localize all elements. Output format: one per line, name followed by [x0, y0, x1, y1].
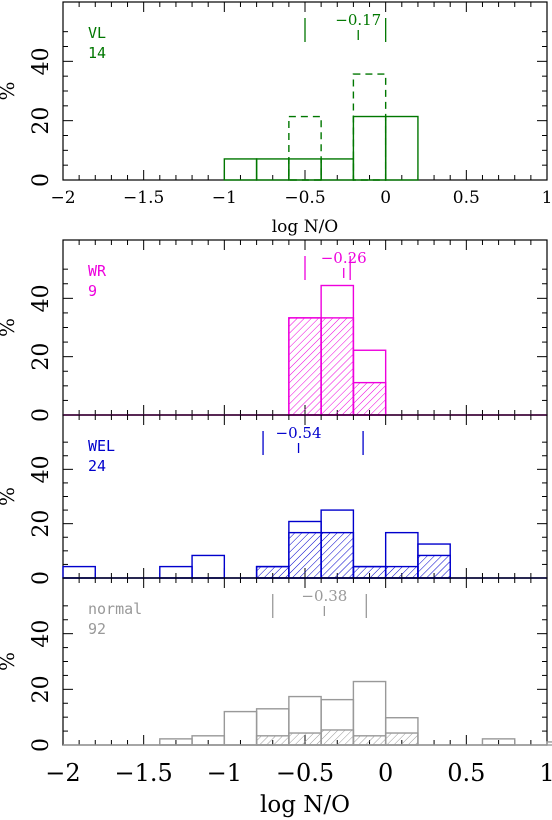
histogram-bar-hatched [255, 735, 290, 746]
median-label: −0.54 [276, 424, 322, 442]
y-axis-label: % [0, 81, 19, 100]
x-tick-label: −2 [50, 188, 75, 208]
y-tick-label: 40 [29, 284, 54, 312]
histogram-bar-hatched [417, 554, 451, 579]
x-tick-label: 0.5 [453, 188, 480, 208]
x-tick-label: 0 [380, 188, 391, 208]
y-axis-label: % [0, 487, 19, 506]
y-axis-label: % [0, 652, 19, 671]
y-tick-label: 0 [29, 571, 54, 585]
histogram-bar-hatched [352, 381, 387, 416]
histogram-bar-hatched [320, 531, 355, 579]
x-tick-label: 1 [542, 188, 552, 208]
histogram-bar-solid [384, 115, 419, 181]
histogram-bar-hatched [384, 732, 419, 746]
x-tick-label: 1 [539, 759, 552, 787]
median-label: −0.26 [321, 249, 367, 267]
histogram-bar-hatched [352, 735, 387, 746]
histogram-bar-hatched [352, 565, 387, 579]
sample-count: 14 [88, 44, 106, 62]
y-tick-label: 0 [29, 408, 54, 422]
y-tick-label: 40 [29, 455, 54, 483]
median-label: −0.17 [335, 11, 381, 29]
y-tick-label: 0 [29, 738, 54, 752]
x-axis-label: log N/O [272, 217, 339, 237]
histogram-bar-dashed [288, 115, 322, 181]
y-tick-label: 20 [29, 510, 54, 538]
x-tick-label: −1.5 [123, 188, 164, 208]
histogram-bar-open [223, 710, 258, 746]
y-tick-label: 40 [29, 47, 54, 75]
histogram-bar-hatched [384, 565, 419, 579]
y-tick-label: 40 [29, 620, 54, 648]
sample-label: VL [88, 24, 106, 42]
x-tick-label: −1 [207, 759, 242, 787]
x-tick-label: −1.5 [115, 759, 173, 787]
y-tick-label: 0 [29, 173, 54, 187]
panel-WEL: 0 20 40% −0.54 WEL 24 [0, 414, 548, 585]
histogram-bar-hatched [288, 317, 322, 416]
x-tick-label: 0.5 [447, 759, 485, 787]
x-axis-label: log N/O [260, 792, 350, 818]
sample-count: 9 [88, 282, 97, 300]
y-tick-label: 20 [29, 343, 54, 371]
y-tick-label: 20 [29, 107, 54, 135]
histogram-bar-hatched [320, 729, 355, 746]
histogram-bar-hatched [320, 317, 355, 416]
y-axis-label: % [0, 318, 19, 337]
x-tick-label: 0 [378, 759, 393, 787]
panel-VL: 0 20 40% −2 −1.5 −1 −0.5 0 0.5 1 log N/O −0.17 VL 14 [0, 1, 552, 237]
sample-count: 24 [88, 457, 106, 475]
x-tick-label: −0.5 [284, 188, 325, 208]
histogram-bar-hatched [255, 565, 290, 579]
x-tick-label: −0.5 [276, 759, 334, 787]
histogram-bar-hatched [288, 732, 322, 746]
panel-WR: 0 20 40% −0.26 WR 9 [0, 239, 548, 422]
x-tick-label: −2 [45, 759, 80, 787]
histogram-bar-solid [352, 115, 387, 181]
y-tick-label: 20 [29, 675, 54, 703]
panel-normal: 0 20 40% −2 −1.5 −1 −0.5 0 0.5 1 log N/O −0.38 norma… [0, 577, 552, 818]
histogram-bar-open [546, 741, 552, 746]
sample-label: WEL [88, 437, 115, 455]
median-label: −0.38 [301, 587, 347, 605]
histogram-bar-hatched [288, 531, 322, 579]
sample-label: WR [88, 262, 107, 280]
sample-label: normal [88, 600, 142, 618]
x-tick-label: −1 [212, 188, 237, 208]
histogram-bar-dashed [352, 73, 387, 181]
sample-count: 92 [88, 620, 106, 638]
